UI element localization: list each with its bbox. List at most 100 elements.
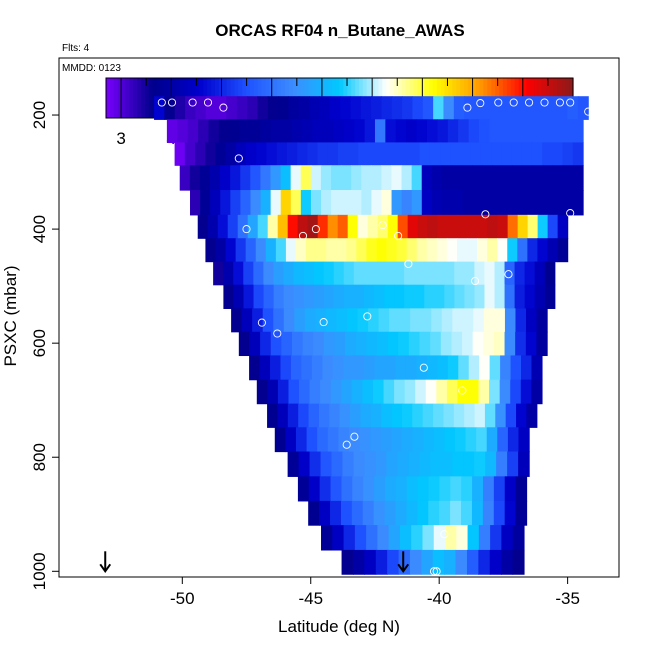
- heatmap-cell: [235, 238, 247, 263]
- heatmap-cell: [521, 355, 533, 381]
- y-tick-label: 1000: [30, 552, 49, 590]
- heatmap-cell: [291, 331, 304, 357]
- heatmap-cell: [524, 284, 536, 309]
- heatmap-cell: [280, 165, 292, 191]
- x-axis: -50 -45 -40 -35: [170, 577, 580, 608]
- colorbar-segment: [106, 78, 111, 118]
- heatmap-cell: [518, 427, 530, 453]
- heatmap-cell: [388, 525, 401, 551]
- heatmap-cell: [453, 403, 465, 428]
- heatmap-cell: [406, 238, 418, 263]
- heatmap-cell: [381, 403, 393, 428]
- heatmap-cell: [410, 308, 422, 333]
- heatmap-cell: [419, 331, 431, 357]
- heatmap-cell: [562, 142, 574, 166]
- heatmap-cell: [189, 165, 201, 191]
- heatmap-cell: [291, 119, 303, 144]
- heatmap-cell: [190, 190, 201, 216]
- heatmap-cell: [482, 165, 493, 191]
- heatmap-cell: [333, 284, 345, 309]
- heatmap-cell: [229, 119, 241, 144]
- sample-point: [555, 98, 564, 107]
- heatmap-cell: [501, 549, 514, 575]
- heatmap-cell: [401, 403, 413, 428]
- heatmap-cell: [504, 284, 516, 309]
- heatmap-cell: [226, 96, 238, 120]
- heatmap-cell: [517, 238, 528, 263]
- heatmap-cell: [371, 165, 382, 191]
- heatmap-cell: [177, 119, 189, 144]
- heatmap-cell: [337, 214, 349, 239]
- heatmap-cell: [336, 308, 348, 333]
- heatmap-cell: [421, 190, 433, 216]
- sample-point: [584, 107, 593, 116]
- heatmap-cell: [295, 238, 307, 263]
- sample-point: [350, 432, 359, 441]
- heatmap-cell: [557, 96, 569, 120]
- heatmap-cell: [353, 284, 365, 309]
- heatmap-cell: [536, 308, 548, 333]
- heatmap-cell: [373, 261, 385, 286]
- heatmap-cell: [468, 379, 480, 405]
- heatmap-cell: [322, 355, 334, 381]
- heatmap-cell: [432, 549, 445, 575]
- heatmap-cell: [270, 190, 282, 216]
- heatmap-cell: [213, 261, 224, 286]
- heatmap-cell: [505, 96, 517, 120]
- heatmap-cell: [209, 165, 221, 191]
- heatmap-cell: [404, 284, 415, 309]
- heatmap-cell: [383, 261, 395, 286]
- heatmap-cell: [247, 96, 259, 120]
- heatmap-cell: [411, 165, 423, 191]
- heatmap-cell: [514, 284, 526, 309]
- heatmap-cell: [362, 500, 375, 526]
- heatmap-cell: [441, 308, 453, 333]
- heatmap-cell: [464, 284, 476, 309]
- heatmap-cell: [343, 355, 355, 381]
- heatmap-cell: [391, 165, 403, 191]
- heatmap-cell: [376, 238, 388, 263]
- heatmap-cell: [499, 379, 511, 405]
- heatmap-cell: [293, 261, 305, 286]
- heatmap-cell: [493, 500, 506, 526]
- heatmap-cell: [187, 119, 199, 144]
- heatmap-cell: [477, 214, 489, 239]
- heatmap-cell: [273, 261, 285, 286]
- heatmap-cell: [300, 190, 312, 216]
- heatmap-cell: [572, 142, 584, 166]
- heatmap-cell: [317, 427, 329, 453]
- heatmap-cell: [486, 427, 498, 453]
- heatmap-cell: [386, 238, 398, 263]
- heatmap-cell: [290, 355, 302, 381]
- heatmap-cell: [318, 403, 330, 428]
- heatmap-cell: [520, 379, 532, 405]
- heatmap-cell: [496, 451, 508, 477]
- heatmap-cell: [348, 142, 359, 166]
- heatmap-cell: [501, 525, 514, 551]
- heatmap-cell: [361, 190, 373, 216]
- heatmap-cell: [531, 142, 543, 166]
- heatmap-cell: [370, 403, 382, 428]
- colorbar-segment: [148, 78, 154, 118]
- heatmap-cell: [378, 308, 390, 333]
- heatmap-cell: [416, 355, 428, 381]
- heatmap-cell: [287, 451, 300, 477]
- heatmap-cell: [215, 238, 227, 263]
- heatmap-cell: [322, 119, 334, 144]
- heatmap-cell: [256, 379, 268, 405]
- sample-point: [404, 259, 413, 268]
- sample-point: [378, 221, 387, 230]
- heatmap-cell: [532, 190, 544, 216]
- y-tick-label: 400: [30, 215, 49, 243]
- heatmap-cell: [422, 525, 435, 551]
- heatmap-cell: [451, 165, 463, 191]
- heatmap-cell: [280, 355, 292, 381]
- heatmap-cell: [345, 331, 357, 357]
- heatmap-cell: [277, 403, 289, 428]
- heatmap-cell: [396, 238, 408, 263]
- heatmap-cell: [381, 96, 393, 120]
- heatmap-cell: [401, 190, 413, 216]
- heatmap-cell: [537, 238, 549, 263]
- sample-point: [525, 98, 534, 107]
- heatmap-cell: [414, 284, 425, 309]
